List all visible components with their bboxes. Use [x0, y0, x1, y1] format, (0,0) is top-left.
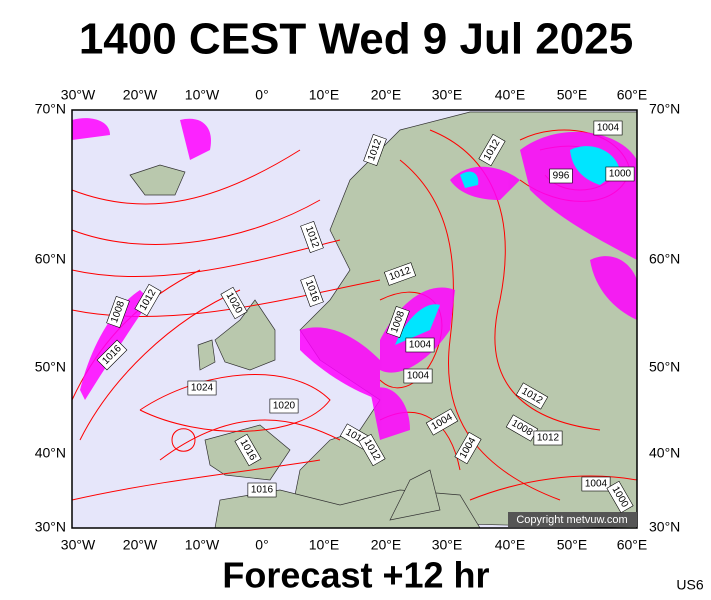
lat-label-left: 70°N — [35, 101, 66, 117]
lat-label-right: 50°N — [649, 359, 680, 375]
lat-label-right: 30°N — [649, 519, 680, 535]
isobar-label: 1012 — [300, 220, 324, 254]
isobar-label-box — [403, 368, 433, 384]
lon-label-bottom: 40°E — [495, 537, 526, 553]
lon-label-bottom: 0° — [255, 537, 268, 553]
isobar-label: 1004 — [581, 476, 611, 492]
isobar-label: 1008 — [106, 295, 130, 329]
isobar-label-box — [134, 283, 162, 317]
isobar-value: 1020 — [273, 401, 296, 412]
lon-label-bottom: 30°E — [432, 537, 463, 553]
lat-label-left: 60°N — [35, 251, 66, 267]
isobar-value: 1004 — [407, 371, 430, 382]
isobar-value: 1024 — [191, 383, 214, 394]
isobar-label-box — [247, 482, 277, 498]
isobar-label-box — [533, 430, 563, 446]
isobars — [71, 129, 638, 501]
isobar-label-box — [300, 220, 324, 254]
isobar-label-box — [234, 433, 262, 467]
isobar-label-box — [300, 274, 324, 308]
isobar-label: 1004 — [405, 337, 435, 353]
isobar-value: 1004 — [409, 340, 432, 351]
isobar-value: 996 — [553, 171, 570, 182]
isobar-value: 1000 — [609, 169, 632, 180]
isobar-label: 1012 — [383, 262, 417, 286]
map-code: US6 — [676, 577, 703, 593]
isobar-label-box — [606, 480, 634, 514]
isobar-label-box — [581, 476, 611, 492]
isobar-label-box — [386, 305, 410, 339]
lon-label-bottom: 60°E — [617, 537, 648, 553]
lon-label-top: 10°W — [185, 87, 220, 103]
isobar-label-box — [515, 382, 549, 410]
isobar-label-box — [187, 380, 217, 396]
isobar-label-box — [405, 337, 435, 353]
isobar-label: 1012 — [363, 133, 387, 167]
isobar-label: 1000 — [605, 166, 635, 182]
lon-label-top: 60°E — [617, 87, 648, 103]
lon-label-bottom: 10°E — [309, 537, 340, 553]
isobar-value: 1016 — [251, 485, 274, 496]
copyright-box — [508, 512, 637, 527]
isobar-label: 1024 — [187, 380, 217, 396]
isobar-label: 1008 — [386, 305, 410, 339]
isobar-label-box — [454, 431, 482, 465]
isobar-label-box — [220, 286, 248, 320]
lat-label-left: 30°N — [35, 519, 66, 535]
isobar-label: 1020 — [269, 398, 299, 414]
lon-label-bottom: 10°W — [185, 537, 220, 553]
lat-label-right: 70°N — [649, 101, 680, 117]
isobar-label-box — [549, 168, 573, 184]
title: 1400 CEST Wed 9 Jul 2025 — [79, 15, 633, 64]
lat-label-right: 60°N — [649, 251, 680, 267]
lon-label-bottom: 30°W — [61, 537, 96, 553]
map-frame — [71, 109, 638, 529]
map: Copyright metvuw.com — [71, 109, 638, 529]
lon-label-top: 40°E — [495, 87, 526, 103]
isobar-label-box — [593, 120, 623, 136]
isobar-value: 1004 — [597, 123, 620, 134]
lon-label-top: 0° — [255, 87, 268, 103]
lon-label-bottom: 20°W — [123, 537, 158, 553]
lat-label-right: 40°N — [649, 445, 680, 461]
isobar-label-box — [363, 133, 387, 167]
isobar-label-box — [106, 295, 130, 329]
lon-label-top: 50°E — [557, 87, 588, 103]
isobar-label-box — [269, 398, 299, 414]
lat-label-left: 50°N — [35, 359, 66, 375]
isobar-label-box — [478, 133, 506, 167]
isobar-label: 1004 — [403, 368, 433, 384]
isobar-label: 1012 — [533, 430, 563, 446]
forecast-label: Forecast +12 hr — [222, 555, 489, 596]
lat-label-left: 40°N — [35, 445, 66, 461]
lon-label-top: 20°E — [371, 87, 402, 103]
lon-label-top: 10°E — [309, 87, 340, 103]
isobar-label-box — [605, 166, 635, 182]
lon-label-top: 30°W — [61, 87, 96, 103]
isobar-label: 996 — [549, 168, 573, 184]
isobar-value: 1004 — [585, 479, 608, 490]
lon-label-top: 30°E — [432, 87, 463, 103]
lon-label-top: 20°W — [123, 87, 158, 103]
isobar-label: 1016 — [247, 482, 277, 498]
isobar-label: 1016 — [300, 274, 324, 308]
lon-label-bottom: 20°E — [371, 537, 402, 553]
isobar-label-box — [358, 433, 386, 467]
isobar-label-box — [96, 339, 128, 371]
isobar-label: 1004 — [593, 120, 623, 136]
isobar-label-box — [383, 262, 417, 286]
isobar-value: 1012 — [537, 433, 560, 444]
copyright: Copyright metvuw.com — [516, 514, 627, 526]
isobar-label-box — [425, 408, 459, 436]
lon-label-bottom: 50°E — [557, 537, 588, 553]
